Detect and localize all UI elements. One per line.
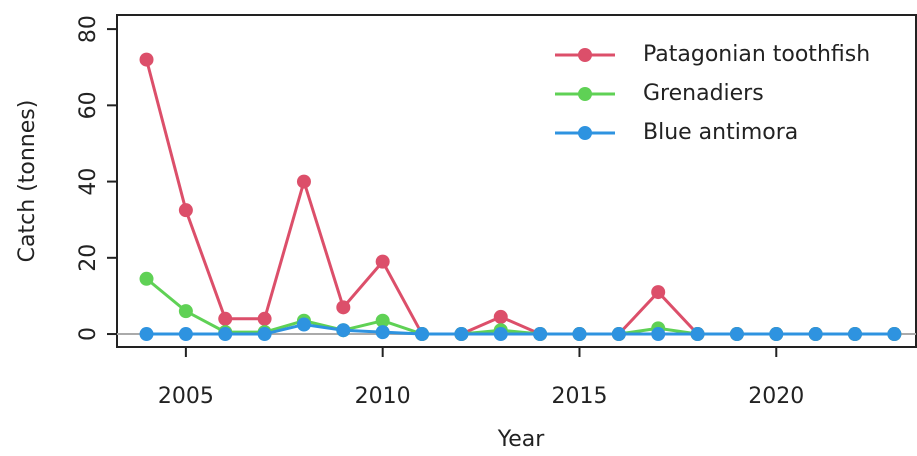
data-point: [769, 327, 784, 342]
data-point: [178, 327, 193, 342]
data-point: [493, 309, 508, 324]
data-point: [651, 327, 666, 342]
data-point: [690, 327, 705, 342]
data-point: [808, 327, 823, 342]
data-point: [375, 313, 390, 328]
data-point: [296, 317, 311, 332]
data-point: [415, 327, 430, 342]
data-point: [611, 327, 626, 342]
data-point: [336, 323, 351, 338]
y-tick-label: 0: [76, 327, 101, 341]
series-line: [145, 59, 895, 336]
data-point: [572, 327, 587, 342]
data-point: [178, 304, 193, 319]
legend-marker: [578, 126, 592, 140]
data-point: [454, 327, 469, 342]
x-tick-label: 2015: [551, 384, 607, 409]
y-tick-label: 60: [76, 91, 101, 119]
data-point: [887, 327, 902, 342]
x-axis-label: Year: [497, 427, 546, 452]
data-point: [847, 327, 862, 342]
data-point: [218, 327, 233, 342]
data-point: [139, 52, 154, 67]
x-tick-label: 2005: [158, 384, 214, 409]
data-point: [375, 325, 390, 340]
y-tick-label: 80: [76, 15, 101, 43]
data-point: [493, 327, 508, 342]
y-tick-label: 20: [76, 244, 101, 272]
legend-label: Grenadiers: [643, 81, 764, 106]
data-point: [651, 285, 666, 300]
data-point: [533, 327, 548, 342]
legend-label: Patagonian toothfish: [643, 42, 870, 67]
y-axis-label: Catch (tonnes): [15, 100, 40, 263]
data-point: [139, 271, 154, 286]
data-point: [178, 203, 193, 218]
data-point: [296, 174, 311, 189]
data-point: [139, 327, 154, 342]
legend-marker: [578, 48, 592, 62]
y-tick-label: 40: [76, 168, 101, 196]
legend-label: Blue antimora: [643, 120, 798, 145]
x-tick-label: 2020: [748, 384, 804, 409]
data-point: [375, 254, 390, 269]
data-point: [257, 327, 272, 342]
data-point: [218, 311, 233, 326]
x-tick-label: 2010: [355, 384, 411, 409]
data-point: [336, 300, 351, 315]
data-point: [257, 311, 272, 326]
legend-marker: [578, 87, 592, 101]
data-point: [729, 327, 744, 342]
